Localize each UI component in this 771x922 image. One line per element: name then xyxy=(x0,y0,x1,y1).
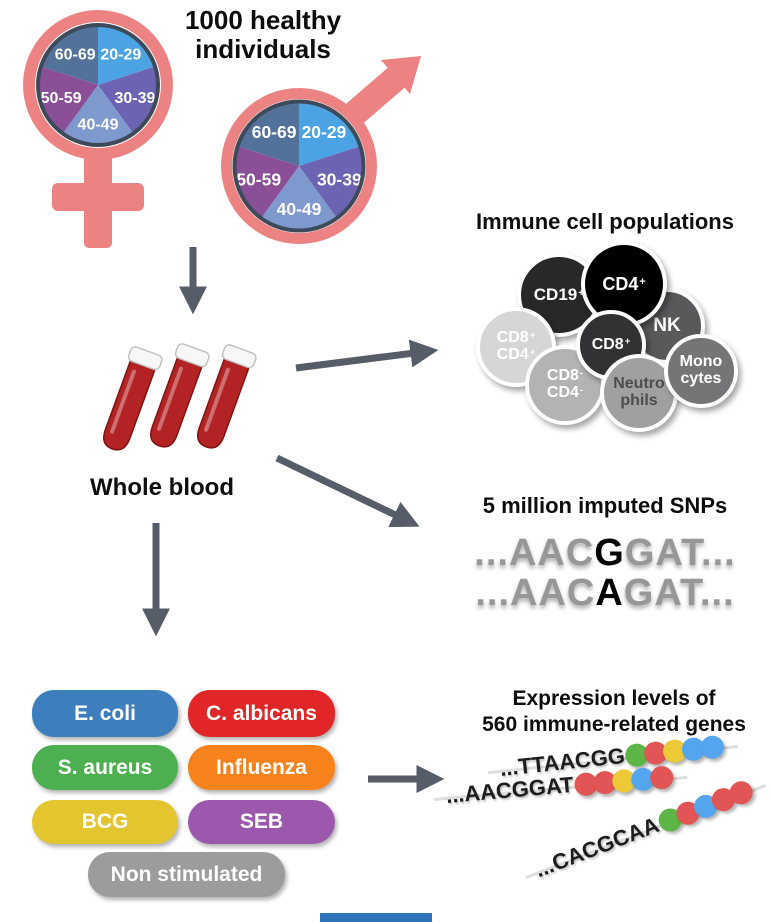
whole-blood-label: Whole blood xyxy=(90,474,234,501)
cohort-title: 1000 healthy individuals xyxy=(184,5,342,64)
age-slice-20-29 xyxy=(299,102,360,166)
stimulus-influenza: Influenza xyxy=(188,745,335,790)
age-label-60-69: 60-69 xyxy=(55,46,96,63)
bottom-blue-bar xyxy=(320,913,432,922)
age-slice-50-59 xyxy=(39,67,98,133)
age-slice-40-49 xyxy=(261,166,337,230)
snp-allele-1: G xyxy=(594,532,625,574)
stimulus-ecoli: E. coli xyxy=(32,690,178,737)
age-slice-60-69 xyxy=(42,26,98,85)
arrow-blood-to-snps xyxy=(275,454,420,528)
expression-title: Expression levels of 560 immune-related … xyxy=(482,687,746,736)
cell-neutrophils: Neutro phils xyxy=(600,354,678,432)
stimulus-non-stimulated: Non stimulated xyxy=(88,852,285,897)
stimulus-bcg: BCG xyxy=(32,800,178,844)
snps-title: 5 million imputed SNPs xyxy=(482,493,728,518)
stimulus-saureus: S. aureus xyxy=(32,745,178,790)
male-age-pie: 20-29 30-39 40-49 50-59 60-69 xyxy=(235,102,363,230)
arrow-blood-to-cells xyxy=(295,339,439,372)
immune-cells-title: Immune cell populations xyxy=(476,209,734,234)
blood-tubes-icon xyxy=(103,343,257,451)
snp-allele-2: A xyxy=(595,572,624,614)
stimulus-seb: SEB xyxy=(188,800,335,844)
cell-monocytes: Mono cytes xyxy=(664,334,738,408)
age-label-20-29: 20-29 xyxy=(100,46,141,63)
age-label-60-69: 60-69 xyxy=(252,122,297,142)
male-symbol-icon: 20-29 30-39 40-49 50-59 60-69 xyxy=(221,56,421,244)
snp-sequence-2: ...AACAGAT... xyxy=(475,572,735,614)
female-symbol-icon: 20-29 30-39 40-49 50-59 60-69 xyxy=(23,10,173,248)
snp-sequence-1: ...AACGGAT... xyxy=(474,532,736,574)
age-slice-30-39 xyxy=(98,67,157,133)
age-slice-50-59 xyxy=(235,146,299,218)
age-slice-20-29 xyxy=(98,26,154,85)
age-label-50-59: 50-59 xyxy=(236,169,281,189)
red-dot xyxy=(649,764,675,790)
age-label-40-49: 40-49 xyxy=(78,117,119,134)
stimulus-calbicans: C. albicans xyxy=(188,690,335,737)
age-label-20-29: 20-29 xyxy=(302,122,347,142)
age-label-40-49: 40-49 xyxy=(277,199,322,219)
age-label-30-39: 30-39 xyxy=(114,90,155,107)
age-label-30-39: 30-39 xyxy=(317,169,362,189)
female-age-pie: 20-29 30-39 40-49 50-59 60-69 xyxy=(39,26,157,144)
age-slice-60-69 xyxy=(238,102,299,166)
age-label-50-59: 50-59 xyxy=(41,90,82,107)
age-slice-30-39 xyxy=(299,146,363,218)
age-slice-40-49 xyxy=(63,85,133,144)
